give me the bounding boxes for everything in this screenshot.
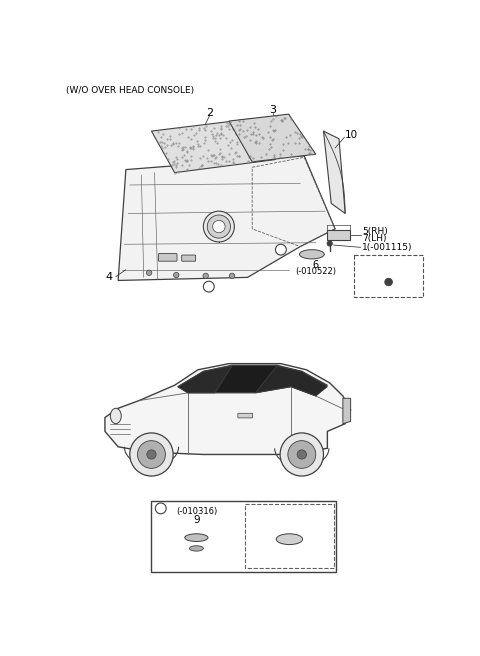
Polygon shape [152, 119, 276, 173]
Polygon shape [229, 114, 316, 162]
Text: 1: 1 [385, 264, 392, 275]
FancyBboxPatch shape [238, 413, 252, 418]
Circle shape [137, 441, 166, 468]
Circle shape [203, 273, 208, 279]
Circle shape [297, 450, 306, 459]
Circle shape [204, 281, 214, 292]
Text: 3: 3 [270, 104, 276, 115]
Ellipse shape [190, 546, 204, 551]
FancyBboxPatch shape [245, 504, 335, 569]
Text: (-010316): (-010316) [176, 507, 217, 516]
Circle shape [204, 211, 234, 242]
Text: (010316-): (010316-) [269, 507, 310, 516]
Circle shape [288, 441, 316, 468]
Polygon shape [255, 366, 327, 396]
Text: 5(RH): 5(RH) [362, 227, 388, 236]
Circle shape [213, 220, 225, 233]
Text: 9: 9 [193, 515, 200, 525]
Text: a: a [278, 245, 283, 254]
Polygon shape [324, 131, 345, 213]
Text: 9: 9 [286, 515, 293, 525]
Text: (W/O OVER HEAD CONSOLE): (W/O OVER HEAD CONSOLE) [66, 87, 194, 95]
Circle shape [207, 215, 230, 238]
FancyBboxPatch shape [152, 501, 336, 571]
Text: 10: 10 [345, 130, 359, 140]
FancyBboxPatch shape [181, 255, 196, 261]
Circle shape [385, 278, 393, 286]
Ellipse shape [276, 534, 302, 544]
FancyBboxPatch shape [354, 255, 423, 297]
Polygon shape [343, 398, 350, 424]
Circle shape [280, 433, 324, 476]
Polygon shape [118, 155, 335, 281]
Text: 7(LH): 7(LH) [362, 234, 387, 243]
Polygon shape [178, 365, 327, 396]
FancyBboxPatch shape [158, 253, 177, 261]
Text: (-010522): (-010522) [295, 268, 336, 276]
Text: (001115-): (001115-) [368, 257, 409, 266]
Polygon shape [178, 366, 232, 393]
Circle shape [276, 244, 286, 255]
Circle shape [174, 272, 179, 277]
Circle shape [156, 503, 166, 514]
Text: a: a [206, 282, 211, 291]
Text: a: a [158, 504, 163, 513]
Circle shape [229, 273, 235, 279]
Circle shape [327, 241, 333, 246]
Ellipse shape [110, 408, 121, 424]
Text: 1(-001115): 1(-001115) [362, 243, 413, 252]
Text: 6: 6 [312, 260, 319, 270]
Text: 2: 2 [206, 108, 213, 117]
Circle shape [147, 450, 156, 459]
Circle shape [130, 433, 173, 476]
Circle shape [146, 270, 152, 276]
Ellipse shape [300, 250, 324, 259]
FancyBboxPatch shape [326, 230, 350, 240]
Polygon shape [105, 363, 350, 455]
Text: 4: 4 [106, 272, 113, 282]
Ellipse shape [185, 534, 208, 541]
